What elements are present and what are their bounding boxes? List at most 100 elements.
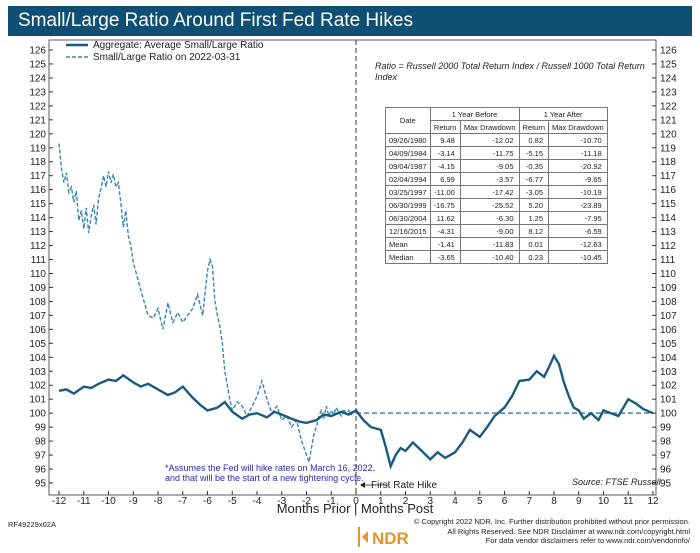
y-tick-label: 123 bbox=[660, 87, 677, 98]
return-drawdown-table: Date 1 Year Before 1 Year After Return M… bbox=[385, 107, 608, 264]
x-tick-label: -5 bbox=[228, 496, 237, 507]
table-cell-before-dd: -25.52 bbox=[459, 198, 520, 212]
table-cell-before-return: -4.15 bbox=[429, 159, 461, 173]
table-header-drawdown: Max Drawdown bbox=[459, 120, 520, 134]
x-tick-label: 2 bbox=[403, 496, 409, 507]
x-tick-label: -1 bbox=[327, 496, 336, 507]
table-cell-date: 04/09/1984 bbox=[385, 146, 431, 160]
y-tick-label: 117 bbox=[660, 171, 676, 182]
x-tick-label: 8 bbox=[551, 496, 557, 507]
y-tick-label: 122 bbox=[29, 101, 46, 112]
table-cell-before-dd: -10.40 bbox=[459, 250, 520, 264]
y-tick-label: 110 bbox=[660, 269, 676, 280]
x-tick-label: 12 bbox=[647, 496, 659, 507]
copyright-line: All Rights Reserved. See NDR Disclaimer … bbox=[447, 526, 690, 536]
table-cell-before-dd: -17.42 bbox=[459, 185, 520, 199]
x-tick-label: 6 bbox=[502, 496, 508, 507]
x-tick-label: 1 bbox=[378, 496, 384, 507]
y-tick-label: 113 bbox=[660, 227, 676, 238]
table-cell-before-return: -11.00 bbox=[429, 185, 461, 199]
y-tick-label: 105 bbox=[660, 339, 677, 350]
table-cell-after-return: -6.77 bbox=[518, 172, 550, 186]
y-tick-label: 95 bbox=[35, 479, 47, 490]
y-tick-label: 115 bbox=[30, 199, 46, 210]
ndr-logo: NDR bbox=[358, 527, 409, 548]
table-cell-before-return: -3.65 bbox=[429, 250, 461, 264]
y-tick-label: 114 bbox=[30, 213, 46, 224]
table-cell-before-dd: -9.00 bbox=[459, 224, 520, 238]
y-tick-label: 121 bbox=[29, 115, 46, 126]
y-tick-label: 103 bbox=[660, 367, 677, 378]
chart-title: Small/Large Ratio Around First Fed Rate … bbox=[8, 6, 692, 36]
x-tick-label: -4 bbox=[253, 496, 262, 507]
y-tick-label: 111 bbox=[660, 255, 676, 266]
series-line-2022 bbox=[58, 143, 357, 465]
y-tick-label: 126 bbox=[29, 46, 46, 57]
y-tick-label: 116 bbox=[660, 185, 676, 196]
y-tick-label: 105 bbox=[29, 339, 46, 350]
y-tick-label: 118 bbox=[30, 157, 46, 168]
x-tick-label: 10 bbox=[598, 496, 610, 507]
table-header-drawdown: Max Drawdown bbox=[548, 120, 608, 134]
table-row: 09/04/1987 -4.15 -9.05 -0.35 -20.92 bbox=[385, 159, 608, 173]
assumption-note-line1: *Assumes the Fed will hike rates on Marc… bbox=[165, 463, 375, 473]
y-tick-label: 96 bbox=[35, 465, 47, 476]
table-cell-before-return: 6.99 bbox=[429, 172, 461, 186]
y-tick-label: 102 bbox=[660, 381, 677, 392]
table-cell-before-return: -16.75 bbox=[429, 198, 461, 212]
y-tick-label: 112 bbox=[660, 241, 676, 252]
y-tick-label: 107 bbox=[29, 311, 46, 322]
copyright-line: For data vendor disclaimers refer to www… bbox=[485, 536, 690, 545]
table-cell-after-dd: -20.92 bbox=[548, 159, 608, 173]
y-tick-label: 124 bbox=[29, 73, 46, 84]
series-line-aggregate bbox=[58, 353, 654, 470]
x-tick-label: 9 bbox=[576, 496, 582, 507]
y-tick-label: 99 bbox=[660, 423, 672, 434]
table-row: 02/04/1994 6.99 -3.57 -6.77 -9.65 bbox=[385, 172, 608, 186]
y-tick-label: 120 bbox=[660, 129, 677, 140]
y-tick-label: 102 bbox=[29, 381, 46, 392]
table-cell-before-dd: -3.57 bbox=[459, 172, 520, 186]
y-tick-label: 104 bbox=[29, 353, 46, 364]
ratio-definition-line2: Index bbox=[375, 72, 398, 82]
x-tick-label: -2 bbox=[302, 496, 311, 507]
y-tick-label: 109 bbox=[29, 283, 46, 294]
table-header-return: Return bbox=[429, 120, 461, 134]
y-tick-label: 96 bbox=[660, 465, 672, 476]
x-tick-label: 4 bbox=[452, 496, 458, 507]
table-header-after: 1 Year After bbox=[518, 107, 608, 121]
table-cell-after-return: -5.15 bbox=[518, 146, 550, 160]
x-tick-label: -11 bbox=[77, 496, 91, 507]
y-tick-label: 100 bbox=[29, 409, 46, 420]
table-cell-date: 03/25/1997 bbox=[385, 185, 431, 199]
y-tick-label: 121 bbox=[660, 115, 677, 126]
table-row: 06/30/1999 -16.75 -25.52 5.20 -23.89 bbox=[385, 198, 608, 212]
table-row: Median -3.65 -10.40 0.23 -10.45 bbox=[385, 250, 608, 264]
table-cell-before-return: -3.14 bbox=[429, 146, 461, 160]
y-tick-label: 98 bbox=[35, 437, 47, 448]
y-axis-right: 126 125 124 123 122 121 120 119 118 117 116 115 114 1… bbox=[652, 46, 677, 490]
x-tick-label: -6 bbox=[203, 496, 212, 507]
y-tick-label: 124 bbox=[660, 73, 677, 84]
table-header-before: 1 Year Before bbox=[429, 107, 520, 121]
table-cell-before-dd: -12.02 bbox=[459, 133, 520, 147]
y-tick-label: 108 bbox=[29, 297, 46, 308]
y-tick-label: 125 bbox=[29, 59, 46, 70]
y-tick-label: 115 bbox=[660, 199, 676, 210]
table-cell-date: Mean bbox=[385, 237, 431, 251]
table-cell-after-return: 0.23 bbox=[518, 250, 550, 264]
y-tick-label: 109 bbox=[660, 283, 677, 294]
y-tick-label: 112 bbox=[30, 241, 46, 252]
table-cell-after-dd: -23.89 bbox=[548, 198, 608, 212]
table-header-return: Return bbox=[518, 120, 550, 134]
table-cell-after-return: -3.05 bbox=[518, 185, 550, 199]
table-cell-before-return: -4.31 bbox=[429, 224, 461, 238]
y-tick-label: 117 bbox=[30, 171, 46, 182]
y-tick-label: 99 bbox=[35, 423, 47, 434]
x-tick-label: 7 bbox=[526, 496, 532, 507]
x-axis-label: Months Prior | Months Post bbox=[276, 501, 434, 516]
logo-bar-icon bbox=[358, 527, 360, 547]
y-tick-label: 101 bbox=[29, 395, 46, 406]
table-cell-date: 09/26/1980 bbox=[385, 133, 431, 147]
table-cell-after-return: 5.20 bbox=[518, 198, 550, 212]
